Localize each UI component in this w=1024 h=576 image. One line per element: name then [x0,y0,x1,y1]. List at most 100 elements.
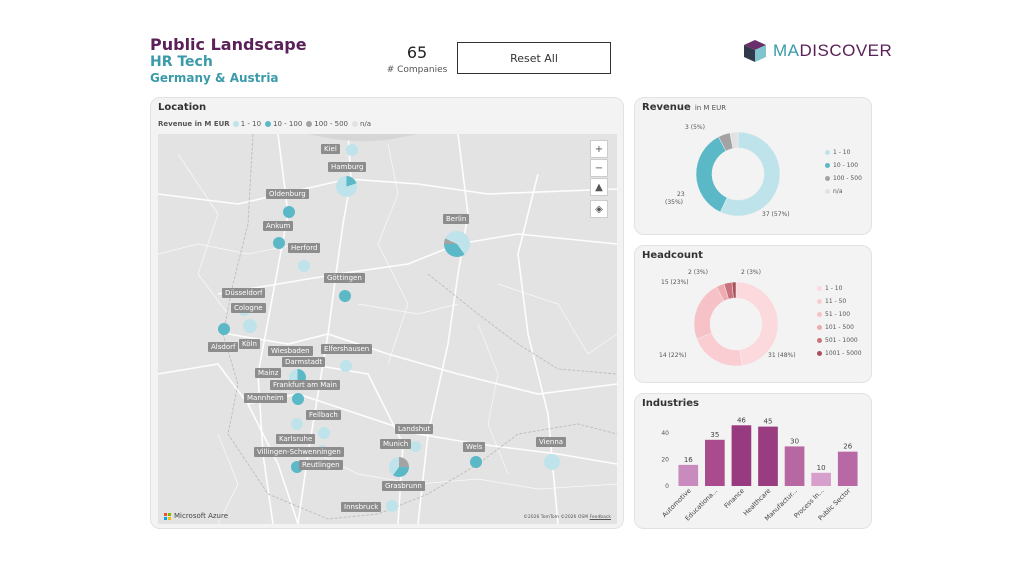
industry-value-label: 45 [764,418,773,426]
revenue-slice-1[interactable] [695,136,728,213]
headcount-slice-2[interactable] [693,286,725,340]
compass-button[interactable]: ◈ [590,200,608,218]
headcount-legend: 1 - 10 11 - 50 51 - 100 101 - 500 501 - … [817,282,862,360]
industry-bar-3[interactable] [758,426,778,486]
city-label[interactable]: Frankfurt am Main [270,380,340,390]
page-subtitle: HR Tech [150,54,213,70]
city-label[interactable]: Landshut [395,424,434,434]
bubble-cologne[interactable] [243,319,257,333]
microsoft-logo-icon [164,512,171,520]
city-label[interactable]: Hamburg [328,162,367,172]
headcount-legend-item[interactable]: 51 - 100 [817,308,862,321]
industry-value-label: 10 [817,464,826,472]
city-label[interactable]: Grasbrunn [382,481,425,491]
bubble-wels[interactable] [470,456,482,468]
map-legend: Revenue in M EUR 1 - 10 10 - 100 100 - 5… [158,120,375,128]
cube-icon [744,40,766,62]
city-label[interactable]: Fellbach [306,410,341,420]
bubble-goettingen[interactable] [339,290,351,302]
city-label[interactable]: Elfershausen [321,344,373,354]
industry-category-label: Finance [723,487,746,510]
bubble-fellbach[interactable] [318,427,330,439]
city-label[interactable]: Wiesbaden [268,346,313,356]
headcount-donut-chart[interactable] [686,274,786,374]
city-label[interactable]: Villingen-Schwenningen [254,447,344,457]
industry-bar-0[interactable] [678,464,699,486]
city-label[interactable]: Düsseldorf [222,288,266,298]
city-label[interactable]: Innsbruck [341,502,382,512]
headcount-slice-0[interactable] [735,281,779,366]
bubble-berlin[interactable] [444,231,470,257]
city-label[interactable]: Reutlingen [299,460,343,470]
zoom-out-button[interactable]: − [590,159,608,177]
city-label[interactable]: Ankum [263,221,294,231]
revenue-legend-item[interactable]: 1 - 10 [825,146,862,159]
logo-discover: DISCOVER [799,41,893,60]
industry-bar-6[interactable] [837,451,858,486]
city-label[interactable]: Wels [463,442,486,452]
logo-ma: MA [773,41,800,60]
city-label[interactable]: Göttingen [324,273,365,283]
revenue-slice-0[interactable] [719,131,781,217]
industry-bar-2[interactable] [731,425,752,486]
company-count-kpi: 65 # Companies [383,44,451,76]
map-background [158,134,617,524]
city-label[interactable]: Oldenburg [266,189,309,199]
city-label[interactable]: Herford [288,243,321,253]
city-label[interactable]: Köln [239,339,260,349]
city-label[interactable]: Kiel [321,144,340,154]
headcount-legend-item[interactable]: 501 - 1000 [817,334,862,347]
city-label[interactable]: Mainz [255,368,282,378]
bubble-oldenburg[interactable] [283,206,295,218]
city-label[interactable]: Karlsruhe [276,434,316,444]
bubble-munich[interactable] [389,457,409,477]
city-label[interactable]: Mannheim [244,393,287,403]
bubble-alsdorf[interactable] [218,323,230,335]
city-label[interactable]: Cologne [231,303,266,313]
city-label[interactable]: Darmstadt [282,357,326,367]
map-legend-item[interactable]: n/a [351,120,371,128]
map-feedback-link[interactable]: Feedback [589,515,611,520]
bubble-innsbruck[interactable] [386,500,398,512]
industries-panel: Industries 0 20 40 16 Automotive 35 Educationa… [634,393,872,529]
revenue-legend-item[interactable]: 100 - 500 [825,172,862,185]
revenue-legend-item[interactable]: n/a [825,185,862,198]
revenue-donut-chart[interactable] [688,124,788,224]
industry-value-label: 35 [710,431,719,439]
revenue-slice-3[interactable] [729,131,739,149]
zoom-in-button[interactable]: + [590,140,608,158]
city-label[interactable]: Vienna [536,437,567,447]
bubble-mannheim[interactable] [292,393,304,405]
bubble-ankum[interactable] [273,237,285,249]
industry-bar-5[interactable] [811,472,831,486]
headcount-slice-5[interactable] [731,281,737,299]
bubble-kiel[interactable] [346,144,358,156]
industry-bar-4[interactable] [784,446,805,486]
city-label[interactable]: Berlin [443,214,470,224]
industry-bar-1[interactable] [705,439,725,486]
bubble-elfershausen[interactable] [340,360,352,372]
map-legend-item[interactable]: 100 - 500 [306,120,348,128]
bubble-herford[interactable] [298,260,310,272]
revenue-label-35pct: (35%) [665,199,684,206]
bubble-karlsruhe[interactable] [291,418,303,430]
map-legend-item[interactable]: 10 - 100 [265,120,302,128]
bubble-landshut[interactable] [410,441,421,452]
city-label[interactable]: Alsdorf [208,342,239,352]
headcount-legend-item[interactable]: 1001 - 5000 [817,347,862,360]
headcount-legend-item[interactable]: 101 - 500 [817,321,862,334]
city-label[interactable]: Munich [380,439,412,449]
headcount-title: Headcount [642,250,703,261]
reset-all-button[interactable]: Reset All [457,42,611,74]
map-canvas[interactable]: + − ▲ ◈ Kiel Hamburg Oldenburg Berlin An… [158,134,617,524]
bubble-vienna[interactable] [544,454,560,470]
headcount-legend-item[interactable]: 11 - 50 [817,295,862,308]
headcount-label-c: 15 (23%) [661,279,689,286]
tilt-button[interactable]: ▲ [590,178,608,196]
bubble-hamburg[interactable] [336,176,357,197]
revenue-legend-item[interactable]: 10 - 100 [825,159,862,172]
headcount-label-e: 2 (3%) [741,269,761,276]
map-legend-item[interactable]: 1 - 10 [232,120,261,128]
headcount-legend-item[interactable]: 1 - 10 [817,282,862,295]
headcount-slice-1[interactable] [696,332,743,367]
